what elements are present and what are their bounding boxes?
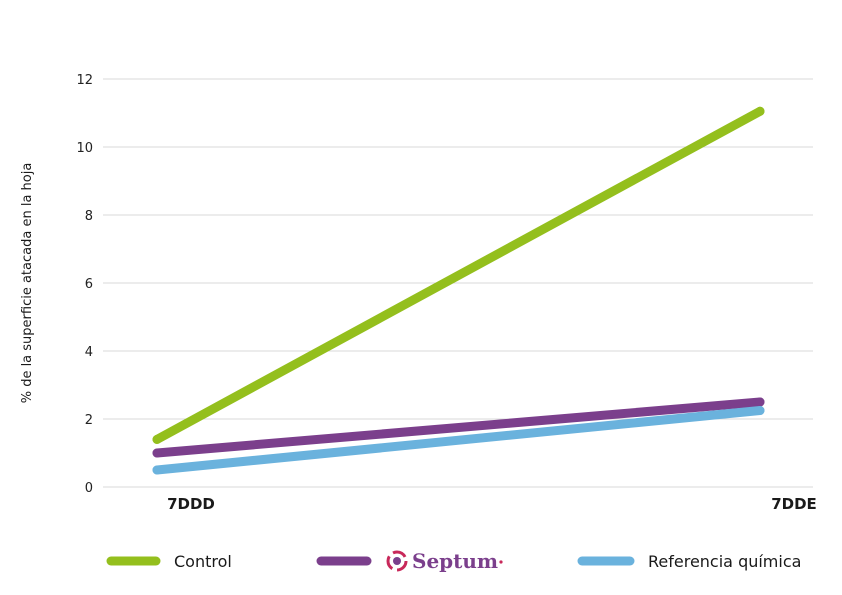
series-lines <box>152 106 765 475</box>
legend-label: Septum <box>412 549 498 573</box>
septum-logo-icon <box>386 550 408 572</box>
y-tick-label: 6 <box>85 277 93 292</box>
data-point <box>755 106 765 116</box>
data-point <box>755 406 765 415</box>
data-point <box>755 397 765 407</box>
x-tick-label: 7DDD <box>167 495 215 513</box>
legend-label: Control <box>174 552 232 571</box>
y-tick-label: 8 <box>85 209 93 224</box>
y-axis-label: % de la superficie atacada en la hoja <box>20 163 35 404</box>
legend-item: Control <box>106 552 232 571</box>
legend-item: Septum <box>316 549 503 573</box>
series-line <box>152 397 765 458</box>
y-tick-label: 4 <box>85 345 93 360</box>
y-tick-label: 10 <box>76 141 93 156</box>
y-axis-ticks: 0 2 4 6 8 10 12 <box>76 73 93 496</box>
data-point <box>152 434 162 444</box>
y-tick-label: 0 <box>85 481 93 496</box>
gridlines <box>103 78 813 488</box>
data-point <box>152 448 162 458</box>
legend-item: Referencia química <box>577 552 801 571</box>
y-tick-label: 2 <box>85 413 93 428</box>
series-line <box>152 406 765 475</box>
legend: Control Septum Referencia química <box>106 549 801 573</box>
legend-label: Referencia química <box>648 552 801 571</box>
x-axis-ticks: 7DDD 7DDE <box>167 495 817 513</box>
x-tick-label: 7DDE <box>771 495 817 513</box>
series-line <box>152 106 765 444</box>
data-point <box>152 465 162 475</box>
y-tick-label: 12 <box>76 73 93 88</box>
septum-dot-icon <box>499 560 503 564</box>
